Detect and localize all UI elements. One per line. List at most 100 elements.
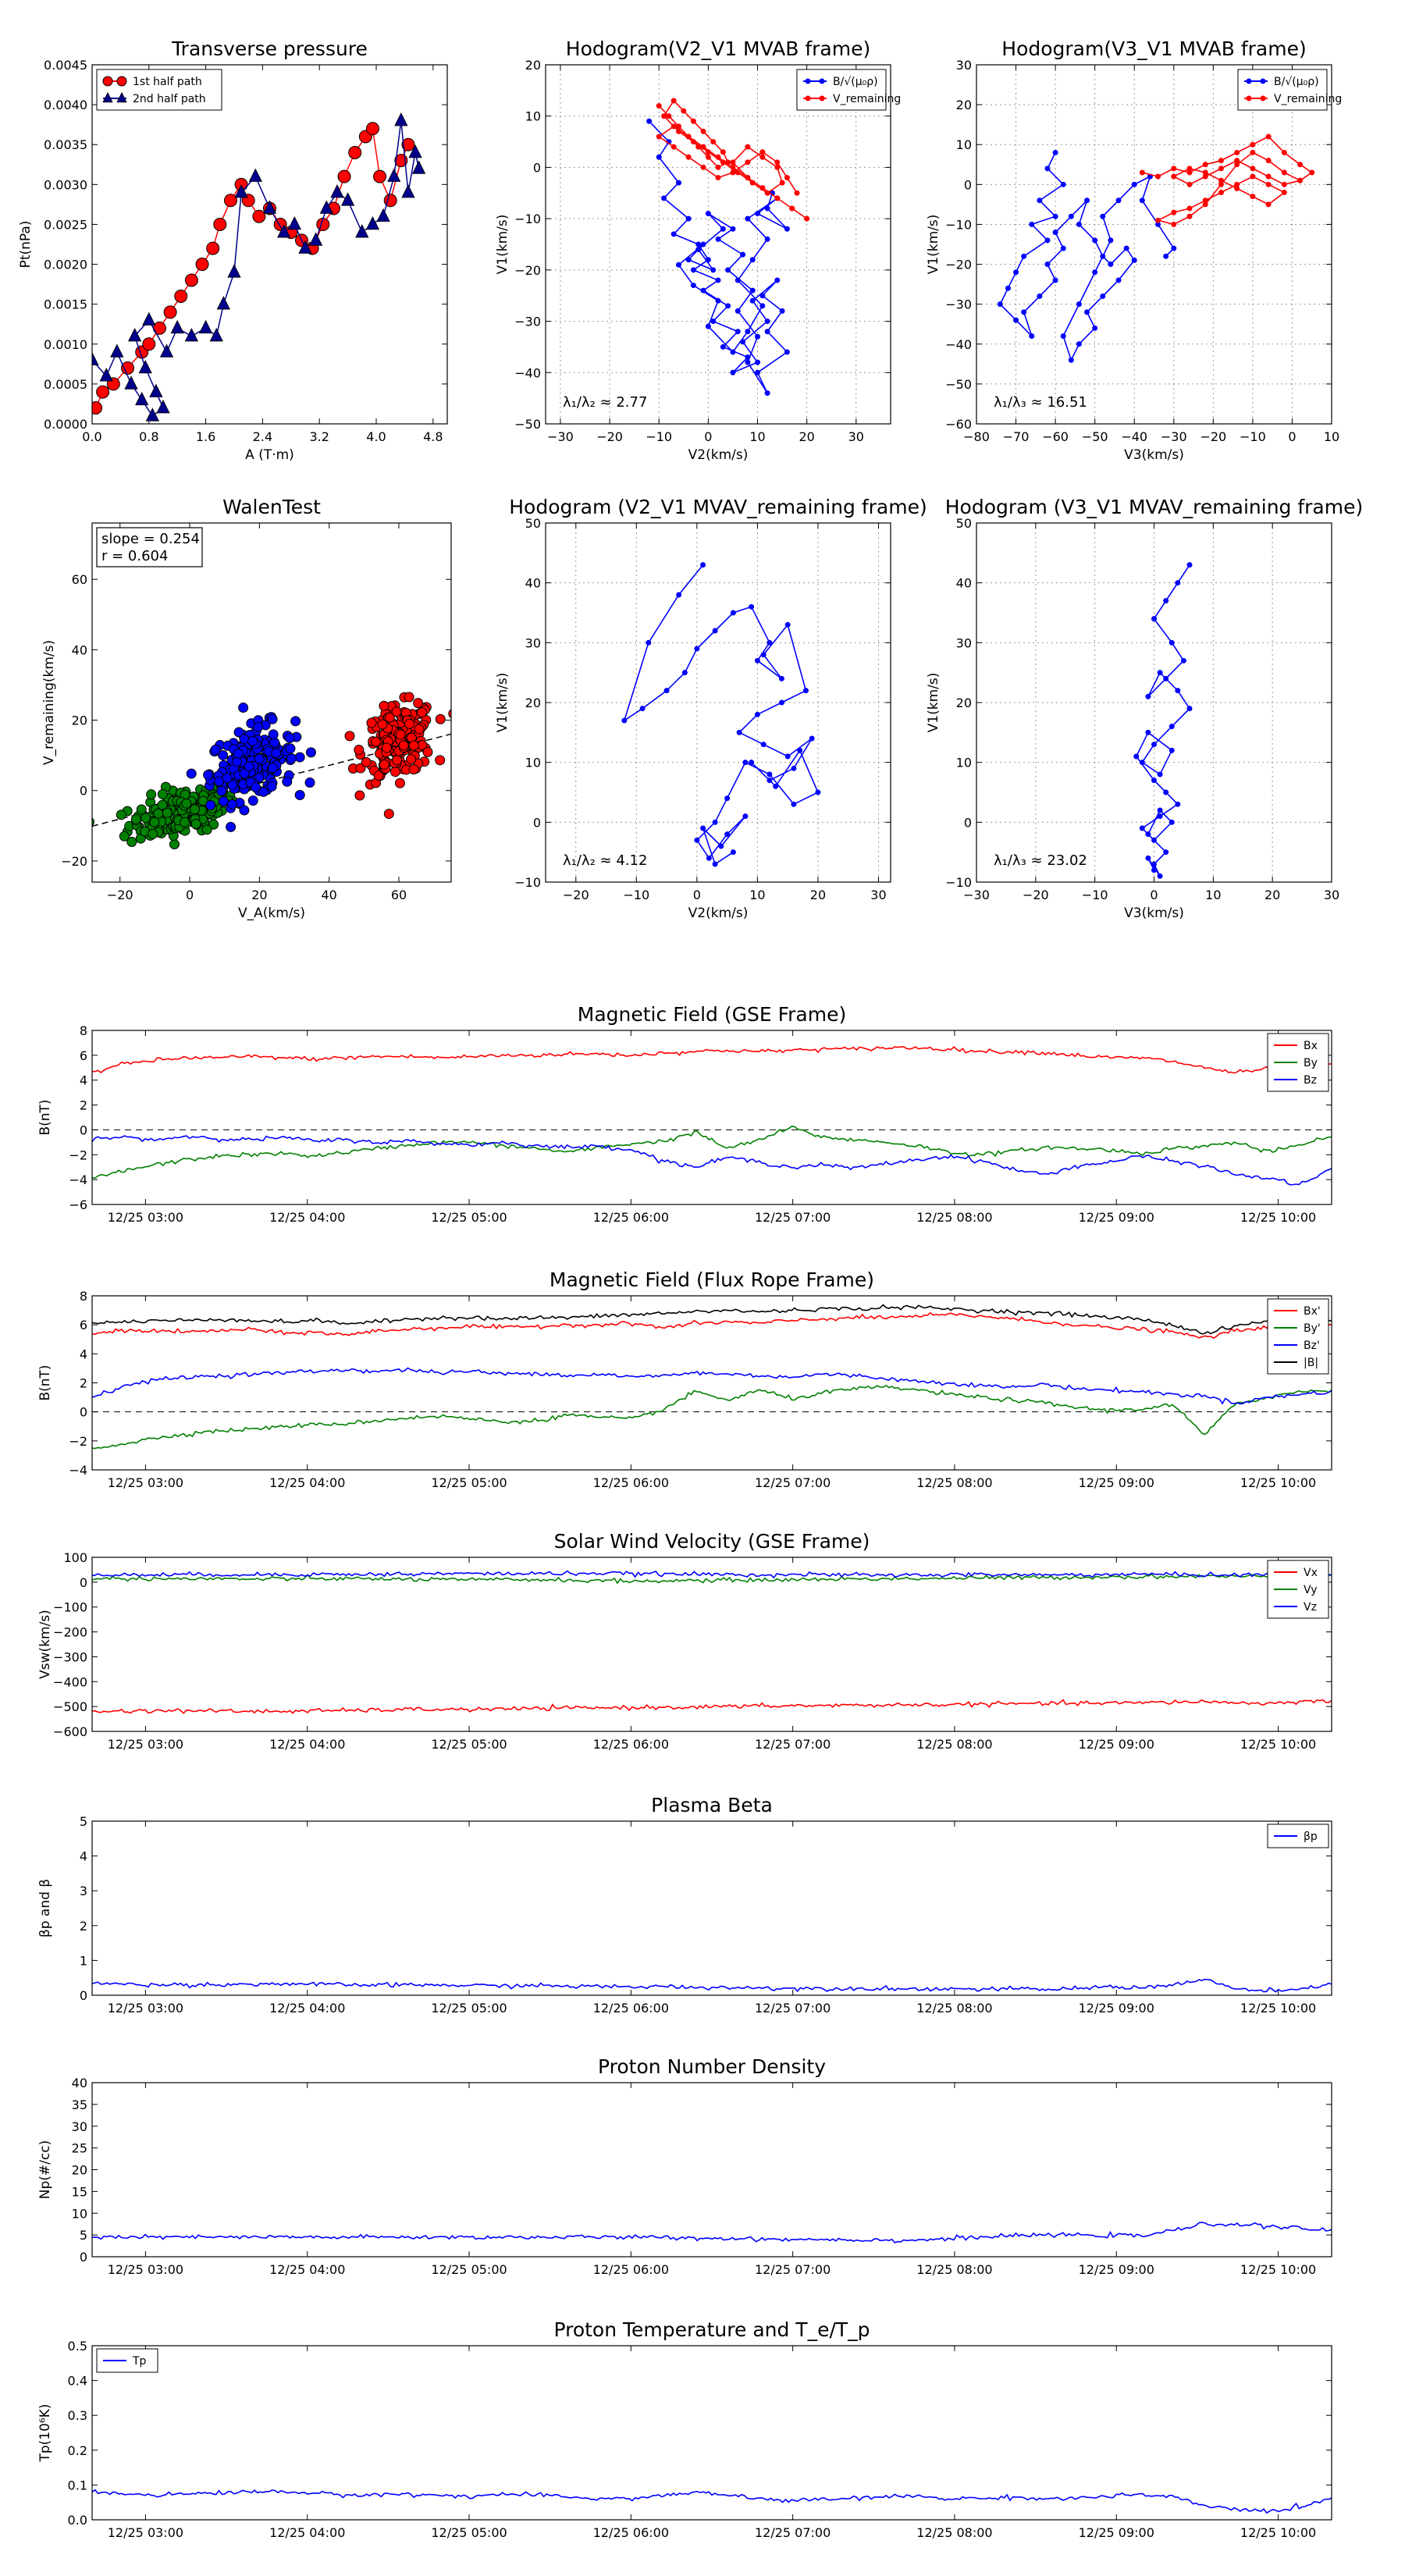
data-point (404, 718, 414, 729)
data-point (1145, 729, 1151, 735)
data-point (1052, 149, 1058, 155)
tp-plot-area (92, 112, 426, 422)
data-point (394, 777, 405, 788)
y-tick-label: −10 (514, 875, 541, 890)
data-point (724, 831, 731, 838)
data-point (213, 217, 227, 231)
data-point (294, 752, 305, 763)
legend-frame (796, 69, 887, 111)
data-point (1297, 177, 1304, 183)
x-tick-label: 12/25 08:00 (916, 1210, 992, 1225)
eigen-ratio: λ₁/λ₃ ≈ 16.51 (994, 394, 1087, 411)
h1-title: Hodogram(V2_V1 MVAB frame) (566, 37, 870, 60)
y-tick-label: 5 (80, 2228, 87, 2243)
x-tick-label: −10 (646, 429, 672, 444)
h3-title: Hodogram (V2_V1 MVAV_remaining frame) (509, 496, 927, 518)
y-axis-label: V1(km/s) (926, 673, 941, 733)
h4-plot-area (1133, 562, 1193, 879)
h2-plot-area (997, 133, 1315, 363)
data-point (121, 361, 134, 375)
data-point (1281, 190, 1287, 196)
data-point (149, 383, 163, 397)
x-tick-label: −30 (1161, 429, 1187, 444)
data-point (774, 277, 781, 283)
x-tick-label: 12/25 03:00 (108, 2262, 183, 2277)
data-point (764, 390, 770, 397)
data-point (1133, 753, 1140, 760)
chart-bgse: Magnetic Field (GSE Frame) −6 −4 −2 0 2 4 6 8 12/… (37, 1003, 1332, 1225)
data-point (685, 257, 692, 263)
data-point (1175, 801, 1181, 807)
data-point (355, 224, 369, 238)
walen-title: WalenTest (222, 496, 321, 518)
x-tick-label: 12/25 08:00 (916, 2262, 992, 2277)
data-point (1157, 771, 1163, 777)
data-point (1108, 237, 1114, 244)
legend-marker (819, 95, 825, 101)
data-point (381, 742, 392, 753)
series-line-Vz (92, 1570, 1332, 1579)
data-point (1168, 819, 1175, 825)
data-point (209, 328, 223, 342)
y-tick-label: −30 (945, 297, 972, 312)
data-point (997, 301, 1003, 308)
series-line-0 (649, 120, 788, 394)
chart-h1: Hodogram(V2_V1 MVAB frame) −50 −40 −30 −20 −1… (495, 37, 901, 463)
tp-title: Transverse pressure (171, 37, 368, 60)
data-point (282, 776, 293, 787)
x-tick-label: 12/25 04:00 (269, 2001, 345, 2016)
y-tick-label: 6 (80, 1048, 87, 1063)
data-point (804, 215, 810, 222)
data-point (223, 194, 237, 208)
x-axis-label: V3(km/s) (1124, 906, 1184, 921)
y-tick-label: 0.0005 (44, 377, 87, 392)
data-point (145, 407, 159, 422)
series-line-1 (1142, 136, 1314, 226)
tpp-plot-area (92, 2489, 1332, 2514)
data-point (1052, 277, 1058, 283)
data-point (735, 308, 741, 314)
data-point (725, 267, 731, 273)
y-tick-label: −4 (69, 1463, 87, 1478)
data-point (695, 241, 702, 247)
data-point (395, 729, 406, 740)
data-point (138, 359, 152, 374)
data-point (1084, 309, 1090, 315)
data-point (735, 329, 741, 335)
y-tick-label: 0 (533, 815, 541, 830)
y-tick-label: 50 (956, 516, 972, 531)
data-point (379, 759, 389, 770)
data-point (1250, 194, 1256, 200)
data-point (285, 743, 296, 754)
data-point (1218, 158, 1224, 164)
data-point (764, 318, 770, 325)
data-point (286, 753, 297, 763)
data-point (142, 311, 156, 326)
data-point (663, 688, 670, 694)
x-tick-label: 12/25 04:00 (269, 2262, 345, 2277)
data-point (1218, 165, 1224, 172)
data-point (745, 329, 751, 335)
data-point (675, 123, 681, 130)
data-point (157, 788, 168, 799)
data-point (705, 257, 711, 263)
data-point (127, 328, 142, 342)
data-point (710, 267, 717, 273)
y-tick-label: −10 (514, 212, 541, 226)
y-tick-label: 35 (72, 2097, 87, 2112)
data-point (1168, 747, 1175, 753)
data-point (290, 716, 301, 727)
data-point (1157, 813, 1163, 820)
data-point (1281, 149, 1287, 155)
x-tick-label: 40 (322, 888, 337, 902)
chart-beta: Plasma Beta 0 1 2 3 4 5 12/25 03:00 12/25 04:00 1… (37, 1794, 1332, 2016)
data-point (1068, 213, 1074, 219)
data-point (690, 283, 696, 289)
y-tick-label: 10 (525, 109, 541, 124)
data-point (759, 293, 766, 299)
data-point (252, 209, 266, 223)
data-point (354, 790, 365, 801)
data-point (1234, 185, 1240, 191)
data-point (1175, 580, 1181, 586)
data-point (284, 733, 295, 744)
